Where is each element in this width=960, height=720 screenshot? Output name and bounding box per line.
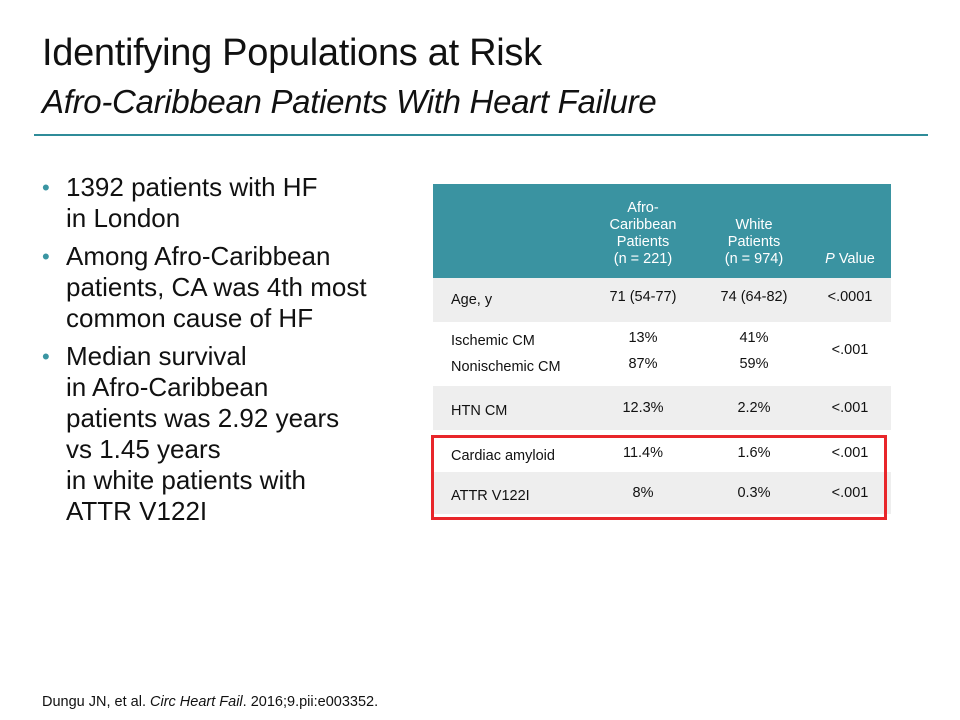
- header-text: Patients: [727, 234, 781, 250]
- header-p-value: P Value: [809, 251, 891, 268]
- cell-p-value: <.001: [831, 342, 869, 358]
- bullet-text: Median survival: [66, 341, 247, 371]
- header-afro-caribbean: Afro- Caribbean Patients (n = 221): [583, 200, 703, 268]
- table-row: HTN CM 12.3% 2.2% <.001: [433, 386, 891, 430]
- citation: Dungu JN, et al. Circ Heart Fail. 2016;9…: [42, 694, 378, 710]
- row-label: Age, y: [451, 292, 493, 308]
- row-label: Ischemic CM: [451, 333, 535, 349]
- row-label: ATTR V122I: [451, 488, 530, 504]
- bullet-text: 1392 patients with HF: [66, 172, 318, 202]
- table-row: Age, y 71 (54-77) 74 (64-82) <.0001: [433, 278, 891, 322]
- cell-white: 41%: [739, 330, 769, 346]
- cell-p-value: <.0001: [827, 289, 873, 305]
- table-header: Afro- Caribbean Patients (n = 221) White…: [433, 184, 891, 278]
- cell-afro: 8%: [632, 485, 654, 501]
- cell-p-value: <.001: [831, 400, 869, 416]
- bullet-text: common cause of HF: [66, 303, 314, 333]
- citation-details: . 2016;9.pii:e003352.: [242, 694, 379, 710]
- bullet-text: in white patients with: [66, 465, 306, 495]
- cell-afro: 71 (54-77): [609, 289, 677, 305]
- cell-afro: 12.3%: [622, 400, 664, 416]
- header-text: (n = 221): [613, 251, 673, 267]
- bullet-dot-icon: •: [42, 244, 50, 269]
- bullet-text: ATTR V122I: [66, 496, 208, 526]
- header-text: Patients: [616, 234, 670, 250]
- cell-white: 74 (64-82): [720, 289, 788, 305]
- cell-afro: 11.4%: [622, 445, 664, 461]
- bullet-text: Among Afro-Caribbean: [66, 241, 331, 271]
- header-text: P: [825, 251, 835, 267]
- slide-title: Identifying Populations at Risk: [42, 32, 542, 74]
- cell-white: 0.3%: [737, 485, 771, 501]
- table-row: Cardiac amyloid 11.4% 1.6% <.001: [433, 430, 891, 472]
- bullet-item: • Median survival in Afro-Caribbean pati…: [42, 341, 422, 527]
- bullet-text: patients, CA was 4th most: [66, 272, 367, 302]
- table-row: Ischemic CM Nonischemic CM 13% 87% 41% 5…: [433, 322, 891, 386]
- row-label: Cardiac amyloid: [451, 448, 555, 464]
- bullet-item: • 1392 patients with HF in London: [42, 172, 422, 234]
- cell-p-value: <.001: [831, 445, 869, 461]
- header-white: White Patients (n = 974): [699, 217, 809, 268]
- citation-authors: Dungu JN, et al.: [42, 694, 150, 710]
- cell-white: 59%: [739, 356, 769, 372]
- bullet-dot-icon: •: [42, 344, 50, 369]
- bullet-text: in London: [66, 203, 181, 233]
- cell-white: 2.2%: [737, 400, 771, 416]
- bullet-item: • Among Afro-Caribbean patients, CA was …: [42, 241, 422, 334]
- highlight-box: [431, 435, 887, 520]
- cell-p-value: <.001: [831, 485, 869, 501]
- bullet-list: • 1392 patients with HF in London • Amon…: [42, 172, 422, 534]
- comparison-table: Afro- Caribbean Patients (n = 221) White…: [433, 184, 891, 514]
- header-text: White: [735, 217, 773, 233]
- cell-afro: 13%: [628, 330, 658, 346]
- header-text: Value: [834, 251, 875, 267]
- bullet-text: in Afro-Caribbean: [66, 372, 269, 402]
- header-text: (n = 974): [724, 251, 784, 267]
- bullet-text: vs 1.45 years: [66, 434, 221, 464]
- row-label: Nonischemic CM: [451, 359, 561, 375]
- row-label: HTN CM: [451, 403, 508, 419]
- cell-white: 1.6%: [737, 445, 771, 461]
- cell-afro: 87%: [628, 356, 658, 372]
- slide-subtitle: Afro-Caribbean Patients With Heart Failu…: [42, 83, 657, 120]
- citation-journal: Circ Heart Fail: [150, 694, 243, 710]
- bullet-dot-icon: •: [42, 175, 50, 200]
- header-text: Afro-: [627, 200, 659, 216]
- table-row: ATTR V122I 8% 0.3% <.001: [433, 472, 891, 514]
- title-divider: [34, 134, 928, 136]
- header-text: Caribbean: [609, 217, 677, 233]
- bullet-text: patients was 2.92 years: [66, 403, 340, 433]
